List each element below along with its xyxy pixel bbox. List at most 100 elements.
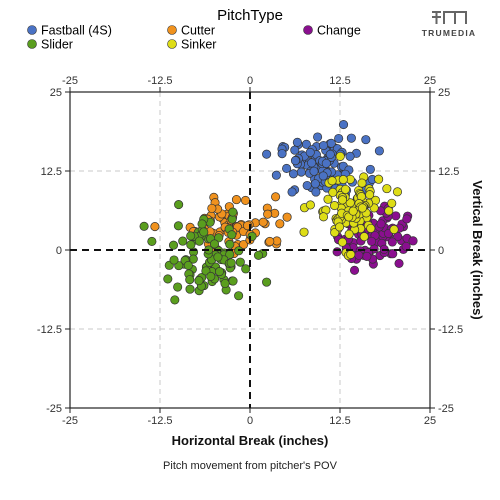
data-point (387, 237, 397, 247)
data-point (282, 212, 292, 222)
legend-marker (167, 25, 177, 35)
data-point (408, 236, 418, 246)
data-point (296, 167, 306, 177)
data-point (213, 252, 223, 262)
data-point (262, 277, 272, 287)
data-point (393, 231, 403, 242)
data-point (346, 249, 356, 259)
brand-name: TRUMEDIA (422, 28, 476, 38)
data-point (239, 239, 249, 250)
data-point (359, 232, 369, 242)
data-point (299, 227, 309, 237)
data-point (290, 145, 300, 155)
data-point (271, 170, 281, 180)
data-point (325, 149, 335, 159)
data-point (262, 149, 272, 159)
data-point (337, 195, 347, 205)
data-point (323, 194, 333, 204)
data-point (344, 229, 354, 239)
data-point (402, 214, 412, 224)
data-point (305, 200, 315, 210)
data-point (271, 192, 281, 202)
legend-label: Cutter (181, 24, 215, 38)
x-tick-label: 0 (247, 415, 253, 427)
data-point (348, 206, 358, 216)
x-tick-label-top: 0 (247, 75, 253, 87)
data-point (307, 158, 317, 168)
data-point (305, 147, 315, 158)
x-tick-label: -12.5 (147, 415, 172, 427)
legend-marker (27, 25, 37, 35)
data-point (170, 295, 180, 305)
data-point (318, 212, 329, 222)
data-points (139, 120, 418, 305)
data-point (318, 171, 328, 181)
data-point (313, 132, 323, 142)
x-tick-label-top: -12.5 (147, 75, 172, 87)
data-point (302, 180, 312, 191)
data-point (328, 187, 338, 197)
legend-label: Sinker (181, 38, 216, 52)
data-point (207, 203, 217, 213)
y-tick-label-right: -12.5 (438, 324, 463, 336)
data-point (228, 276, 238, 286)
data-point (169, 255, 179, 265)
data-point (335, 151, 345, 161)
data-point (226, 258, 236, 268)
y-tick-label-right: 12.5 (438, 166, 459, 178)
data-point (174, 200, 184, 210)
data-point (282, 163, 292, 173)
y-tick-label: 0 (56, 245, 62, 257)
data-point (277, 149, 287, 159)
legend: PitchType Fastball (4S) Cutter Change Slide… (27, 7, 361, 52)
x-tick-label: 12.5 (329, 415, 350, 427)
data-point (241, 264, 251, 274)
y-tick-label: -12.5 (37, 324, 62, 336)
y-axis-title: Vertical Break (inches) (470, 180, 485, 319)
data-point (197, 219, 207, 229)
data-point (357, 203, 367, 213)
data-point (150, 222, 160, 232)
data-point (194, 236, 204, 246)
data-point (258, 217, 268, 227)
series-group (139, 200, 272, 305)
data-point (163, 274, 173, 284)
data-point (382, 184, 392, 194)
legend-marker (167, 39, 177, 49)
data-point (231, 195, 242, 205)
data-point (183, 260, 193, 270)
data-point (332, 247, 342, 257)
data-point (394, 258, 404, 268)
data-point (147, 236, 157, 247)
data-point (168, 240, 179, 250)
data-point (366, 223, 376, 233)
data-point (389, 224, 399, 235)
data-point (376, 219, 386, 229)
chart-caption: Pitch movement from pitcher's POV (163, 460, 338, 472)
data-point (173, 221, 183, 231)
y-tick-label-right: -25 (438, 403, 454, 415)
data-point (309, 166, 319, 176)
data-point (253, 250, 264, 260)
data-point (337, 237, 347, 247)
brand-logo: TRUMEDIA (422, 11, 476, 38)
data-point (292, 137, 302, 147)
data-point (354, 250, 364, 260)
data-point (185, 275, 195, 285)
data-point (240, 195, 251, 205)
data-point (349, 265, 360, 275)
data-point (326, 138, 336, 148)
data-point (186, 231, 196, 241)
data-point (288, 169, 299, 179)
y-tick-label-right: 25 (438, 87, 450, 99)
data-point (345, 151, 355, 161)
data-point (228, 207, 238, 217)
legend-marker (27, 39, 37, 49)
legend-title: PitchType (217, 7, 283, 24)
data-point (234, 291, 244, 301)
data-point (335, 222, 345, 232)
data-point (287, 187, 297, 197)
data-point (365, 164, 375, 174)
